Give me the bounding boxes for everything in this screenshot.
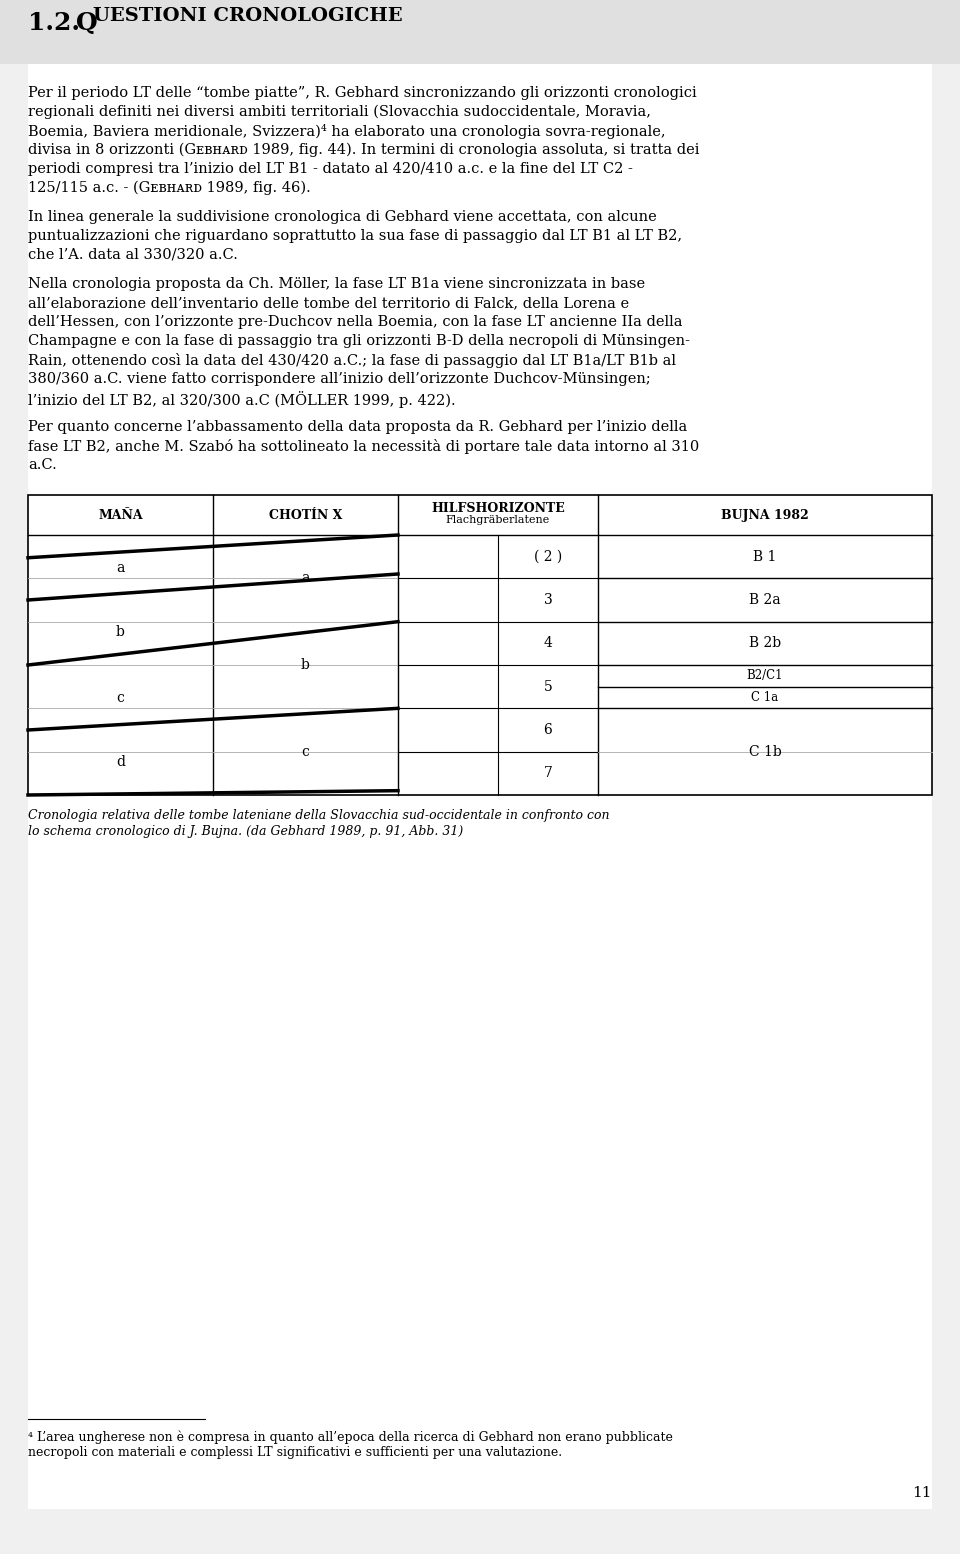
Text: Rain, ottenendo così la data del 430/420 a.C.; la fase di passaggio dal LT B1a/L: Rain, ottenendo così la data del 430/420… <box>28 353 676 368</box>
Text: 5: 5 <box>543 679 552 693</box>
Text: Boemia, Baviera meridionale, Svizzera)⁴ ha elaborato una cronologia sovra-region: Boemia, Baviera meridionale, Svizzera)⁴ … <box>28 124 665 138</box>
Text: CHOTÍN X: CHOTÍN X <box>269 510 342 522</box>
Text: Per il periodo LT delle “tombe piatte”, R. Gebhard sincronizzando gli orizzonti : Per il periodo LT delle “tombe piatte”, … <box>28 85 697 99</box>
Text: 1.2.: 1.2. <box>28 11 80 36</box>
Text: B 2b: B 2b <box>749 636 781 650</box>
Text: a: a <box>116 561 125 575</box>
Text: In linea generale la suddivisione cronologica di Gebhard viene accettata, con al: In linea generale la suddivisione cronol… <box>28 210 657 224</box>
Bar <box>0 0 960 64</box>
Text: ( 2 ): ( 2 ) <box>534 550 563 564</box>
Text: necropoli con materiali e complessi LT significativi e sufficienti per una valut: necropoli con materiali e complessi LT s… <box>28 1447 563 1459</box>
Text: 7: 7 <box>543 766 552 780</box>
Text: 380/360 a.C. viene fatto corrispondere all’inizio dell’orizzonte Duchcov-Münsing: 380/360 a.C. viene fatto corrispondere a… <box>28 371 651 385</box>
Text: B2/C1: B2/C1 <box>747 670 783 682</box>
Text: che l’A. data al 330/320 a.C.: che l’A. data al 330/320 a.C. <box>28 249 238 263</box>
Text: Champagne e con la fase di passaggio tra gli orizzonti B-D della necropoli di Mü: Champagne e con la fase di passaggio tra… <box>28 334 690 348</box>
Text: regionali definiti nei diversi ambiti territoriali (Slovacchia sudoccidentale, M: regionali definiti nei diversi ambiti te… <box>28 106 651 120</box>
Text: puntualizzazioni che riguardano soprattutto la sua fase di passaggio dal LT B1 a: puntualizzazioni che riguardano soprattu… <box>28 228 683 242</box>
Text: UESTIONI CRONOLOGICHE: UESTIONI CRONOLOGICHE <box>93 8 402 25</box>
Text: Cronologia relativa delle tombe lateniane della Slovacchia sud-occidentale in co: Cronologia relativa delle tombe latenian… <box>28 810 610 822</box>
Text: all’elaborazione dell’inventario delle tombe del territorio di Falck, della Lore: all’elaborazione dell’inventario delle t… <box>28 295 629 309</box>
Text: Nella cronologia proposta da Ch. Möller, la fase LT B1a viene sincronizzata in b: Nella cronologia proposta da Ch. Möller,… <box>28 277 645 291</box>
Text: d: d <box>116 755 125 769</box>
Text: fase LT B2, anche M. Szabó ha sottolineato la necessità di portare tale data int: fase LT B2, anche M. Szabó ha sottolinea… <box>28 438 699 454</box>
Text: 3: 3 <box>543 594 552 608</box>
Text: 4: 4 <box>543 636 552 650</box>
Text: C 1b: C 1b <box>749 744 781 758</box>
Text: MAÑA: MAÑA <box>98 510 143 522</box>
Text: lo schema cronologico di J. Bujna. (da Gebhard 1989, p. 91, Abb. 31): lo schema cronologico di J. Bujna. (da G… <box>28 825 464 838</box>
Bar <box>28 496 932 796</box>
Text: BUJNA 1982: BUJNA 1982 <box>721 510 809 522</box>
Text: B 2a: B 2a <box>749 594 780 608</box>
Text: b: b <box>301 657 310 671</box>
Text: Flachgräberlatene: Flachgräberlatene <box>445 514 550 525</box>
Text: a.C.: a.C. <box>28 458 57 472</box>
Text: divisa in 8 orizzonti (Gᴇʙʜᴀʀᴅ 1989, fig. 44). In termini di cronologia assoluta: divisa in 8 orizzonti (Gᴇʙʜᴀʀᴅ 1989, fig… <box>28 143 700 157</box>
Text: ⁴ L’area ungherese non è compresa in quanto all’epoca della ricerca di Gebhard n: ⁴ L’area ungherese non è compresa in qua… <box>28 1431 673 1445</box>
Text: Per quanto concerne l’abbassamento della data proposta da R. Gebhard per l’inizi: Per quanto concerne l’abbassamento della… <box>28 420 687 434</box>
Text: dell’Hessen, con l’orizzonte pre-Duchcov nella Boemia, con la fase LT ancienne I: dell’Hessen, con l’orizzonte pre-Duchcov… <box>28 315 683 329</box>
Text: b: b <box>116 626 125 640</box>
Text: 125/115 a.c. - (Gᴇʙʜᴀʀᴅ 1989, fig. 46).: 125/115 a.c. - (Gᴇʙʜᴀʀᴅ 1989, fig. 46). <box>28 180 311 196</box>
Text: 11: 11 <box>913 1486 932 1500</box>
Text: C 1a: C 1a <box>752 692 779 704</box>
Text: a: a <box>301 572 310 586</box>
Text: 6: 6 <box>543 723 552 737</box>
Text: HILFSHORIZONTE: HILFSHORIZONTE <box>431 502 564 514</box>
Text: c: c <box>116 690 125 704</box>
Text: B 1: B 1 <box>754 550 777 564</box>
Text: l’inizio del LT B2, al 320/300 a.C (MÖLLER 1999, p. 422).: l’inizio del LT B2, al 320/300 a.C (MÖLL… <box>28 392 456 409</box>
Text: Q: Q <box>76 11 98 36</box>
Text: c: c <box>301 744 309 758</box>
Text: periodi compresi tra l’inizio del LT B1 - datato al 420/410 a.c. e la fine del L: periodi compresi tra l’inizio del LT B1 … <box>28 162 633 176</box>
